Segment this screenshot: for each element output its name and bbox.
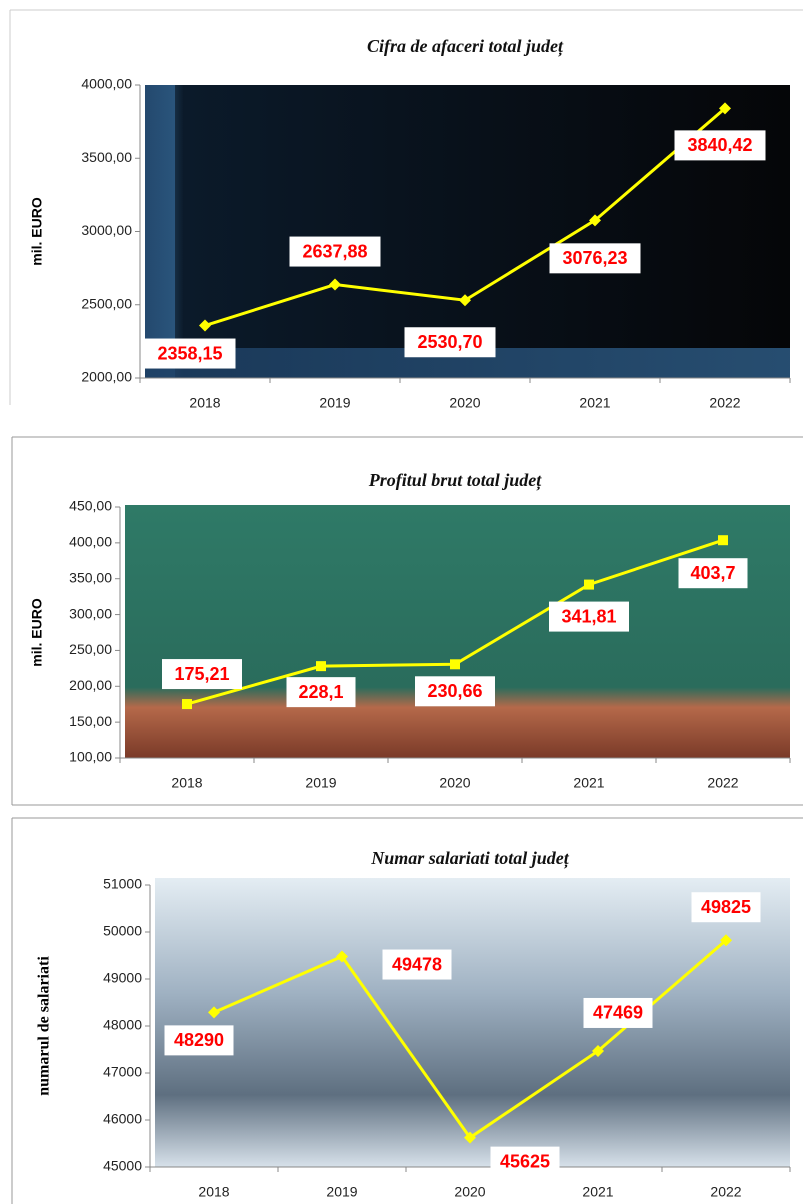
x-tick-label: 2021	[573, 775, 604, 791]
y-tick-label: 49000	[103, 970, 142, 986]
x-tick-label: 2022	[710, 1184, 741, 1200]
x-tick-label: 2019	[305, 775, 336, 791]
value-label: 2358,15	[157, 343, 222, 363]
y-tick-label: 300,00	[69, 605, 112, 621]
x-tick-label: 2022	[709, 395, 740, 411]
y-axis-label: numarul de salariati	[36, 956, 53, 1096]
y-tick-label: 48000	[103, 1017, 142, 1033]
x-tick-label: 2020	[449, 395, 480, 411]
x-tick-label: 2021	[579, 395, 610, 411]
chart: Cifra de afaceri total județ mil. EURO 200…	[29, 36, 790, 411]
x-tick-label: 2020	[439, 775, 470, 791]
y-tick-label: 47000	[103, 1064, 142, 1080]
page: Cifra de afaceri total județ mil. EURO 200…	[0, 0, 803, 1204]
y-tick-label: 4000,00	[81, 76, 132, 92]
value-label: 228,1	[298, 682, 343, 702]
value-label: 403,7	[690, 563, 735, 583]
y-tick-label: 150,00	[69, 713, 112, 729]
x-tick-label: 2022	[707, 775, 738, 791]
chart-title: Cifra de afaceri total județ	[367, 36, 564, 57]
value-label: 49825	[701, 897, 751, 917]
y-axis-label: mil. EURO	[29, 197, 45, 266]
x-tick-label: 2018	[189, 395, 220, 411]
x-tick-label: 2018	[198, 1184, 229, 1200]
x-tick-label: 2019	[319, 395, 350, 411]
marker	[450, 659, 460, 669]
value-label: 49478	[392, 954, 442, 974]
y-tick-label: 3000,00	[81, 222, 132, 238]
y-tick-label: 46000	[103, 1111, 142, 1127]
marker	[718, 535, 728, 545]
y-tick-label: 3500,00	[81, 149, 132, 165]
y-tick-label: 50000	[103, 923, 142, 939]
plot-background	[145, 85, 175, 378]
chart-title: Profitul brut total județ	[368, 470, 543, 491]
value-label: 45625	[500, 1151, 550, 1171]
y-tick-label: 400,00	[69, 534, 112, 550]
y-tick-label: 350,00	[69, 569, 112, 585]
y-tick-label: 45000	[103, 1158, 142, 1174]
x-tick-label: 2020	[454, 1184, 485, 1200]
y-tick-label: 100,00	[69, 749, 112, 765]
value-label: 47469	[593, 1003, 643, 1023]
chart: Numar salariati total județ numarul de sa…	[36, 848, 790, 1200]
y-tick-label: 450,00	[69, 498, 112, 514]
value-label: 341,81	[561, 606, 616, 626]
x-tick-label: 2021	[582, 1184, 613, 1200]
y-axis-label: mil. EURO	[29, 598, 45, 667]
x-tick-label: 2019	[326, 1184, 357, 1200]
value-label: 230,66	[427, 681, 482, 701]
value-label: 2637,88	[302, 241, 367, 261]
value-label: 3076,23	[562, 248, 627, 268]
marker	[316, 661, 326, 671]
y-tick-label: 250,00	[69, 641, 112, 657]
y-tick-label: 2000,00	[81, 369, 132, 385]
value-label: 175,21	[174, 664, 229, 684]
value-label: 48290	[174, 1030, 224, 1050]
y-tick-label: 51000	[103, 876, 142, 892]
marker	[584, 580, 594, 590]
y-tick-label: 2500,00	[81, 295, 132, 311]
marker	[182, 699, 192, 709]
plot-background	[125, 505, 790, 758]
x-tick-label: 2018	[171, 775, 202, 791]
value-label: 3840,42	[687, 135, 752, 155]
value-label: 2530,70	[417, 332, 482, 352]
chart-title: Numar salariati total județ	[370, 848, 570, 869]
chart: Profitul brut total județ mil. EURO 100,00…	[29, 470, 790, 791]
y-tick-label: 200,00	[69, 677, 112, 693]
